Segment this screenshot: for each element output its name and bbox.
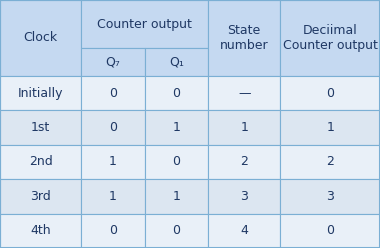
Bar <box>281 110 380 145</box>
Bar <box>208 0 281 76</box>
Text: Clock: Clock <box>24 31 58 44</box>
Text: 0: 0 <box>109 87 117 100</box>
Bar <box>0 0 81 76</box>
Text: 1: 1 <box>109 155 117 168</box>
Bar <box>81 76 145 110</box>
Text: Q₇: Q₇ <box>106 56 121 68</box>
Bar <box>81 145 145 179</box>
Bar <box>0 110 81 145</box>
Bar <box>281 214 380 248</box>
Bar <box>208 145 281 179</box>
Bar <box>145 179 208 214</box>
Text: Deciimal
Counter output: Deciimal Counter output <box>283 24 378 52</box>
Text: 1st: 1st <box>31 121 50 134</box>
Text: 0: 0 <box>109 224 117 237</box>
Text: 0: 0 <box>109 121 117 134</box>
Text: 2nd: 2nd <box>29 155 53 168</box>
Bar <box>81 0 208 48</box>
Bar <box>145 214 208 248</box>
Bar <box>281 76 380 110</box>
Text: 1: 1 <box>326 121 334 134</box>
Bar <box>145 48 208 76</box>
Bar <box>281 179 380 214</box>
Bar <box>81 179 145 214</box>
Text: —: — <box>238 87 251 100</box>
Bar <box>0 76 81 110</box>
Text: 1: 1 <box>109 190 117 203</box>
Text: 3: 3 <box>326 190 334 203</box>
Text: Initially: Initially <box>18 87 64 100</box>
Bar <box>81 214 145 248</box>
Text: Counter output: Counter output <box>97 18 192 31</box>
Text: Q₁: Q₁ <box>169 56 184 68</box>
Text: 0: 0 <box>172 155 180 168</box>
Bar <box>0 145 81 179</box>
Bar <box>208 76 281 110</box>
Bar <box>81 48 145 76</box>
Text: 2: 2 <box>240 155 248 168</box>
Bar <box>81 110 145 145</box>
Text: 4th: 4th <box>30 224 51 237</box>
Text: 3rd: 3rd <box>30 190 51 203</box>
Bar <box>145 76 208 110</box>
Bar <box>0 214 81 248</box>
Bar <box>208 110 281 145</box>
Bar <box>0 179 81 214</box>
Bar <box>281 0 380 76</box>
Text: 3: 3 <box>240 190 248 203</box>
Text: 0: 0 <box>172 224 180 237</box>
Bar <box>208 214 281 248</box>
Text: 0: 0 <box>326 87 334 100</box>
Bar <box>208 179 281 214</box>
Bar <box>145 145 208 179</box>
Text: 0: 0 <box>172 87 180 100</box>
Text: 1: 1 <box>172 190 180 203</box>
Text: 1: 1 <box>240 121 248 134</box>
Text: 2: 2 <box>326 155 334 168</box>
Text: 1: 1 <box>172 121 180 134</box>
Text: 0: 0 <box>326 224 334 237</box>
Bar <box>281 145 380 179</box>
Text: State
number: State number <box>220 24 268 52</box>
Text: 4: 4 <box>240 224 248 237</box>
Bar <box>145 110 208 145</box>
